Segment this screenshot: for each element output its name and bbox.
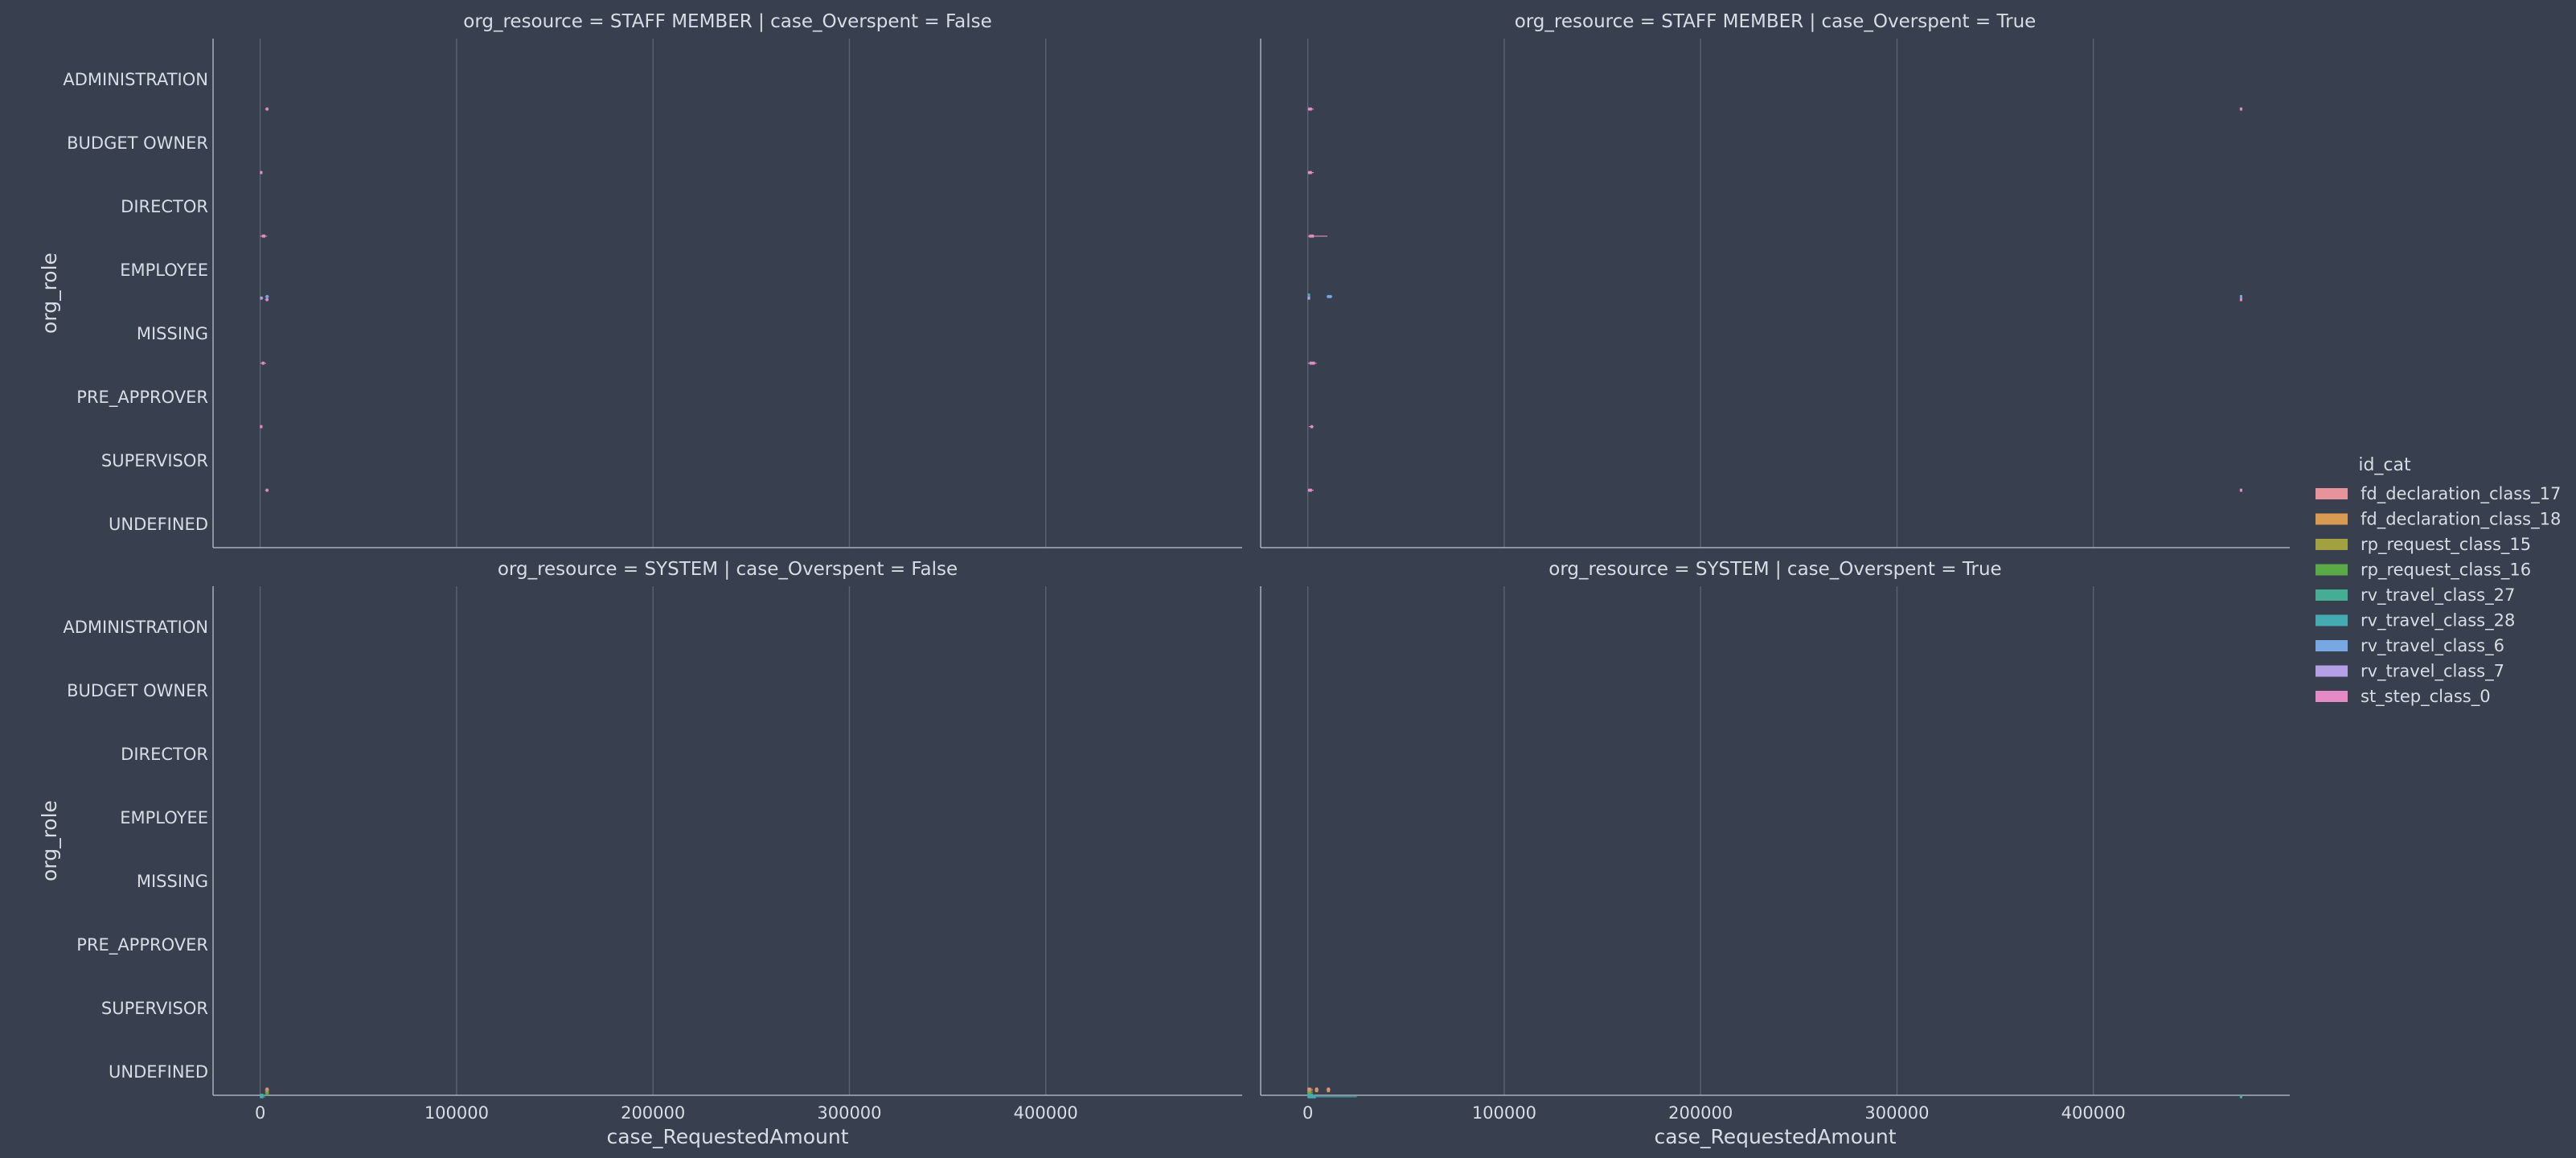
box-fd_declaration_class_18	[1327, 1089, 1330, 1093]
ytick-label: BUDGET OWNER	[67, 681, 208, 700]
xtick-label: 100000	[1472, 1103, 1536, 1123]
legend-swatch	[2316, 614, 2348, 626]
legend-swatch	[2316, 691, 2348, 702]
box-rv_travel_class_7	[260, 296, 263, 300]
panel-title: org_resource = SYSTEM | case_Overspent =…	[498, 559, 958, 580]
x-axis-label: case_RequestedAmount	[606, 1125, 848, 1148]
xtick-label: 300000	[1864, 1103, 1929, 1123]
box-fd_declaration_class_18	[1315, 1089, 1319, 1093]
box-st_step_class_0	[2239, 488, 2242, 492]
box-st_step_class_0	[265, 488, 269, 492]
ytick-label: SUPERVISOR	[101, 999, 208, 1018]
box-rv_travel_class_6	[265, 294, 269, 298]
ytick-label: PRE_APPROVER	[76, 388, 208, 408]
panel-1: org_resource = STAFF MEMBER | case_Overs…	[1260, 11, 2290, 548]
xtick-label: 100000	[425, 1103, 489, 1123]
ytick-label: PRE_APPROVER	[76, 935, 208, 955]
ytick-label: MISSING	[137, 324, 208, 343]
legend-label: fd_declaration_class_18	[2361, 510, 2561, 530]
ytick-label: MISSING	[137, 872, 208, 891]
box-st_step_class_0	[1308, 170, 1312, 175]
xtick-label: 300000	[817, 1103, 881, 1123]
legend-label: rv_travel_class_7	[2361, 662, 2504, 682]
panel-title: org_resource = SYSTEM | case_Overspent =…	[1548, 559, 2001, 580]
box-st_step_class_0	[260, 425, 263, 429]
box-st_step_class_0	[2239, 107, 2242, 111]
legend-swatch	[2316, 539, 2348, 550]
xtick-label: 0	[1302, 1103, 1313, 1123]
ytick-label: EMPLOYEE	[120, 808, 208, 827]
box-st_step_class_0	[2239, 298, 2242, 302]
panel-0: org_resource = STAFF MEMBER | case_Overs…	[38, 11, 1242, 548]
legend-swatch	[2316, 564, 2348, 576]
ytick-label: EMPLOYEE	[120, 261, 208, 280]
xtick-label: 200000	[1668, 1103, 1733, 1123]
legend-title: id_cat	[2358, 455, 2411, 475]
box-st_step_class_0	[1308, 488, 1312, 492]
xtick-label: 400000	[1014, 1103, 1078, 1123]
xtick-label: 400000	[2061, 1103, 2126, 1123]
box-rv_travel_class_28	[1307, 1095, 1316, 1098]
box-rv_travel_class_28	[260, 1095, 264, 1098]
panel-title: org_resource = STAFF MEMBER | case_Overs…	[1515, 11, 2037, 32]
legend-label: rp_request_class_15	[2361, 535, 2531, 555]
box-st_step_class_0	[265, 107, 269, 111]
ytick-label: ADMINISTRATION	[63, 70, 208, 89]
box-st_step_class_0	[1309, 234, 1315, 238]
box-rv_travel_class_28	[1307, 293, 1311, 297]
ytick-label: DIRECTOR	[121, 745, 208, 764]
box-st_step_class_0	[1309, 361, 1315, 365]
legend-swatch	[2316, 589, 2348, 601]
legend-swatch	[2316, 665, 2348, 677]
panel-2: org_resource = SYSTEM | case_Overspent =…	[38, 559, 1242, 1148]
box-st_step_class_0	[261, 234, 266, 238]
legend-swatch	[2316, 488, 2348, 499]
box-rv_travel_class_6	[2239, 294, 2242, 298]
legend: id_cat fd_declaration_class_17 fd_declarat…	[2316, 455, 2561, 707]
legend-swatch	[2316, 640, 2348, 651]
panel-title: org_resource = STAFF MEMBER | case_Overs…	[463, 11, 992, 32]
x-axis-label: case_RequestedAmount	[1654, 1125, 1896, 1148]
y-axis-label: org_role	[38, 253, 61, 334]
box-st_step_class_0	[1310, 425, 1314, 429]
ytick-label: BUDGET OWNER	[67, 133, 208, 153]
legend-label: rv_travel_class_27	[2361, 585, 2515, 606]
legend-label: rp_request_class_16	[2361, 561, 2531, 581]
box-st_step_class_0	[1308, 107, 1312, 111]
ytick-label: UNDEFINED	[109, 1062, 208, 1082]
box-rv_travel_class_28	[2239, 1095, 2242, 1098]
box-rv_travel_class_7	[1307, 296, 1311, 300]
box-st_step_class_0	[260, 170, 263, 175]
legend-label: rv_travel_class_28	[2361, 611, 2515, 631]
ytick-label: ADMINISTRATION	[63, 618, 208, 637]
y-axis-label: org_role	[38, 800, 61, 881]
xtick-label: 200000	[621, 1103, 685, 1123]
legend-label: st_step_class_0	[2361, 687, 2491, 707]
box-st_step_class_0	[261, 361, 265, 365]
box-st_step_class_0	[265, 298, 269, 302]
panel-3: org_resource = SYSTEM | case_Overspent =…	[1260, 559, 2290, 1148]
ytick-label: DIRECTOR	[121, 197, 208, 216]
legend-label: rv_travel_class_6	[2361, 636, 2504, 656]
legend-label: fd_declaration_class_17	[2361, 484, 2561, 504]
ytick-label: SUPERVISOR	[101, 451, 208, 470]
xtick-label: 0	[255, 1103, 265, 1123]
legend-swatch	[2316, 513, 2348, 525]
ytick-label: UNDEFINED	[109, 515, 208, 534]
box-rv_travel_class_6	[1327, 294, 1332, 298]
box-rp_request_class_16	[265, 1092, 269, 1096]
